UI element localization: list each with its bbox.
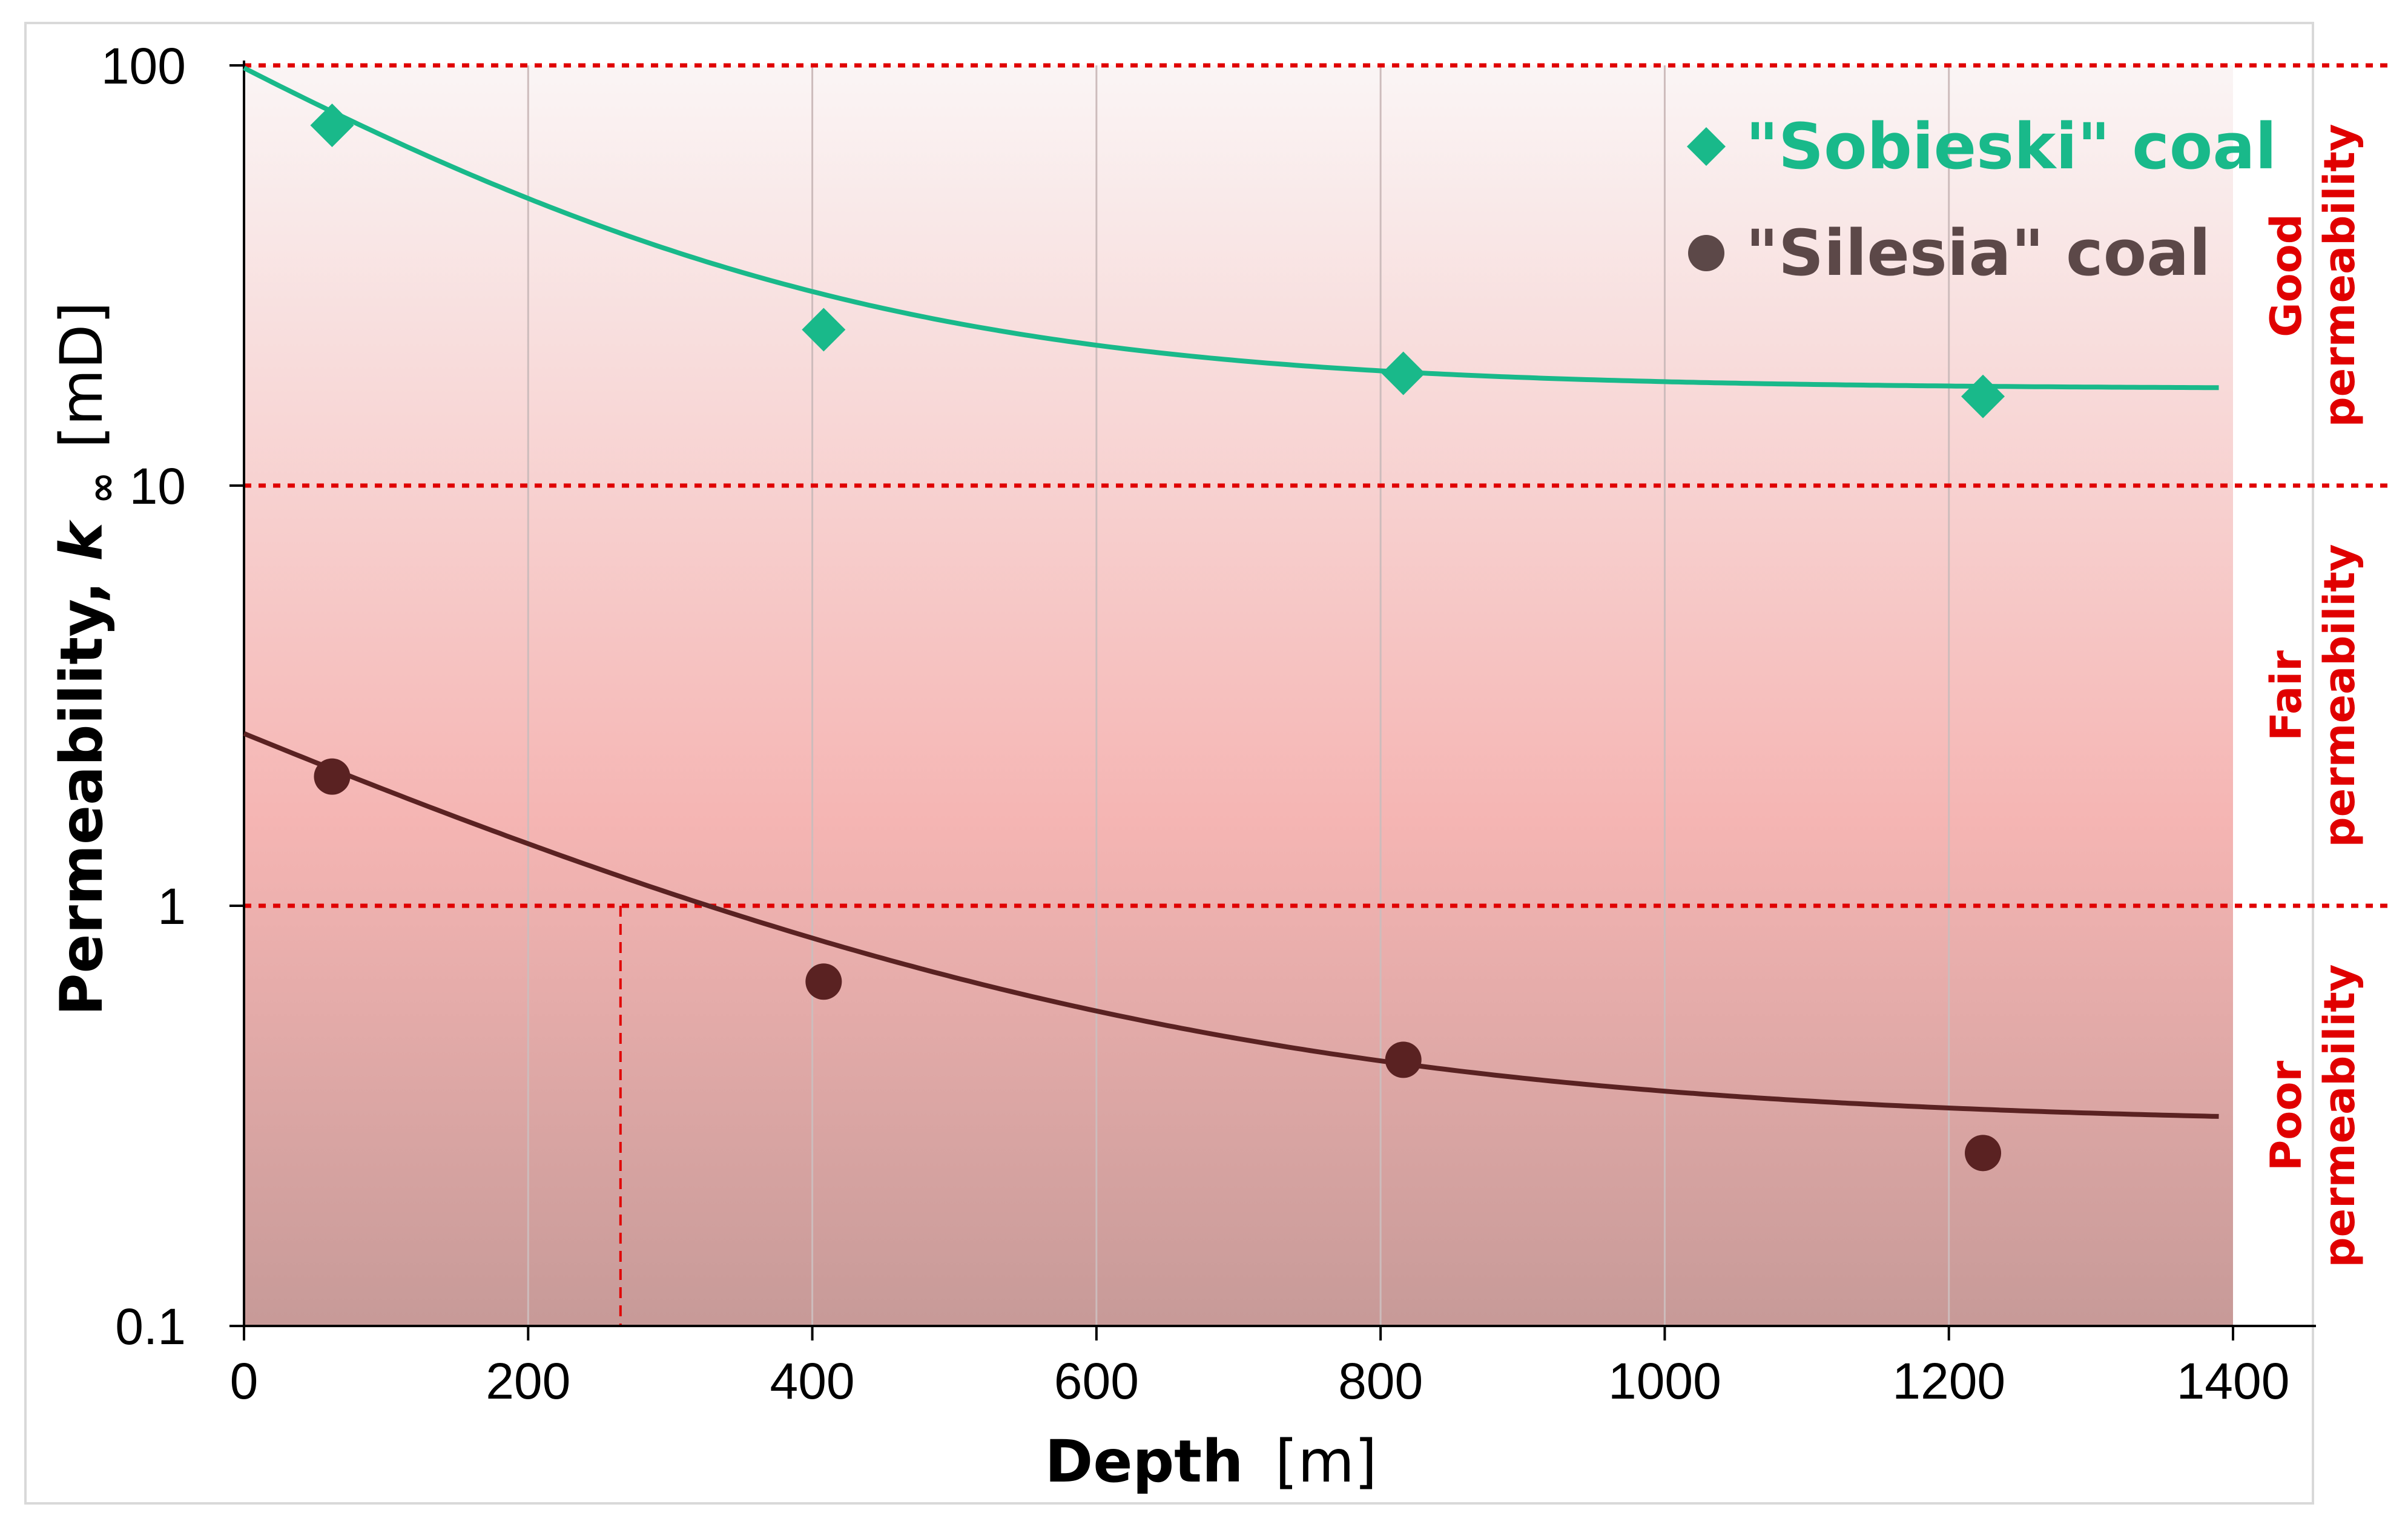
marker-silesia-3 — [1965, 1135, 2002, 1172]
marker-sobieski-0 — [310, 104, 354, 148]
x-axis-title-bold: Depth — [1045, 1428, 1244, 1495]
x-tick-label-600: 600 — [1054, 1353, 1139, 1410]
tick-labels: 0 200 400 600 800 1000 1200 1400 0.1 1 10 100 — [101, 38, 2290, 1410]
y-tick-label-10: 10 — [130, 458, 186, 515]
legend-label-sobieski: "Sobieski" coal — [1746, 110, 2277, 183]
y-axis-title-subscript: ∞ — [80, 472, 125, 504]
zone-label-poor: Poor permeability — [2261, 964, 2364, 1268]
y-axis-title-unit: [mD] — [48, 302, 116, 448]
x-tick-label-0: 0 — [230, 1353, 259, 1410]
grid-lines — [527, 65, 1950, 1326]
marker-silesia-1 — [805, 963, 842, 1000]
trend-line-sobieski — [243, 65, 2219, 391]
y-axis-title: Permeability, k ∞ [mD] — [48, 302, 129, 1016]
zone-label-poor-line2: permeability — [2315, 964, 2364, 1268]
y-axis-title-symbol: k — [48, 519, 116, 561]
marker-silesia-2 — [1385, 1041, 1422, 1078]
x-axis-title: Depth [m] — [1045, 1428, 1377, 1495]
y-axis-title-bold: Permeability, — [48, 561, 116, 1016]
marker-sobieski-2 — [1381, 351, 1425, 395]
legend: "Sobieski" coal "Silesia" coal — [1687, 110, 2277, 290]
legend-marker-sobieski — [1687, 127, 1726, 166]
y-tick-label-1: 1 — [157, 878, 186, 935]
marker-sobieski-3 — [1961, 374, 2005, 418]
zone-label-fair-line2: permeability — [2315, 544, 2364, 848]
zone-label-fair-line1: Fair — [2261, 650, 2311, 741]
y-tick-label-100: 100 — [101, 38, 186, 94]
marker-silesia-0 — [314, 758, 351, 795]
x-tick-label-800: 800 — [1338, 1353, 1423, 1410]
zone-label-good: Good permeability — [2261, 124, 2364, 427]
axes — [229, 61, 2316, 1340]
zone-label-good-line2: permeability — [2315, 124, 2364, 427]
trend-lines — [243, 65, 2219, 1119]
trend-line-silesia — [243, 731, 2219, 1119]
zone-label-good-line1: Good — [2261, 214, 2311, 337]
x-tick-label-400: 400 — [770, 1353, 854, 1410]
marker-sobieski-1 — [802, 308, 846, 352]
zone-label-fair: Fair permeability — [2261, 544, 2364, 848]
y-tick-label-0.1: 0.1 — [115, 1298, 186, 1355]
zone-label-poor-line1: Poor — [2261, 1061, 2311, 1171]
x-axis-title-unit: [m] — [1275, 1428, 1377, 1495]
x-tick-label-1200: 1200 — [1892, 1353, 2005, 1410]
plot-area-gradient — [244, 65, 2233, 1326]
x-tick-label-200: 200 — [486, 1353, 570, 1410]
legend-marker-silesia — [1688, 235, 1724, 271]
x-tick-label-1000: 1000 — [1608, 1353, 1721, 1410]
x-tick-label-1400: 1400 — [2177, 1353, 2290, 1410]
legend-label-silesia: "Silesia" coal — [1746, 216, 2211, 290]
data-markers — [310, 104, 2005, 1172]
